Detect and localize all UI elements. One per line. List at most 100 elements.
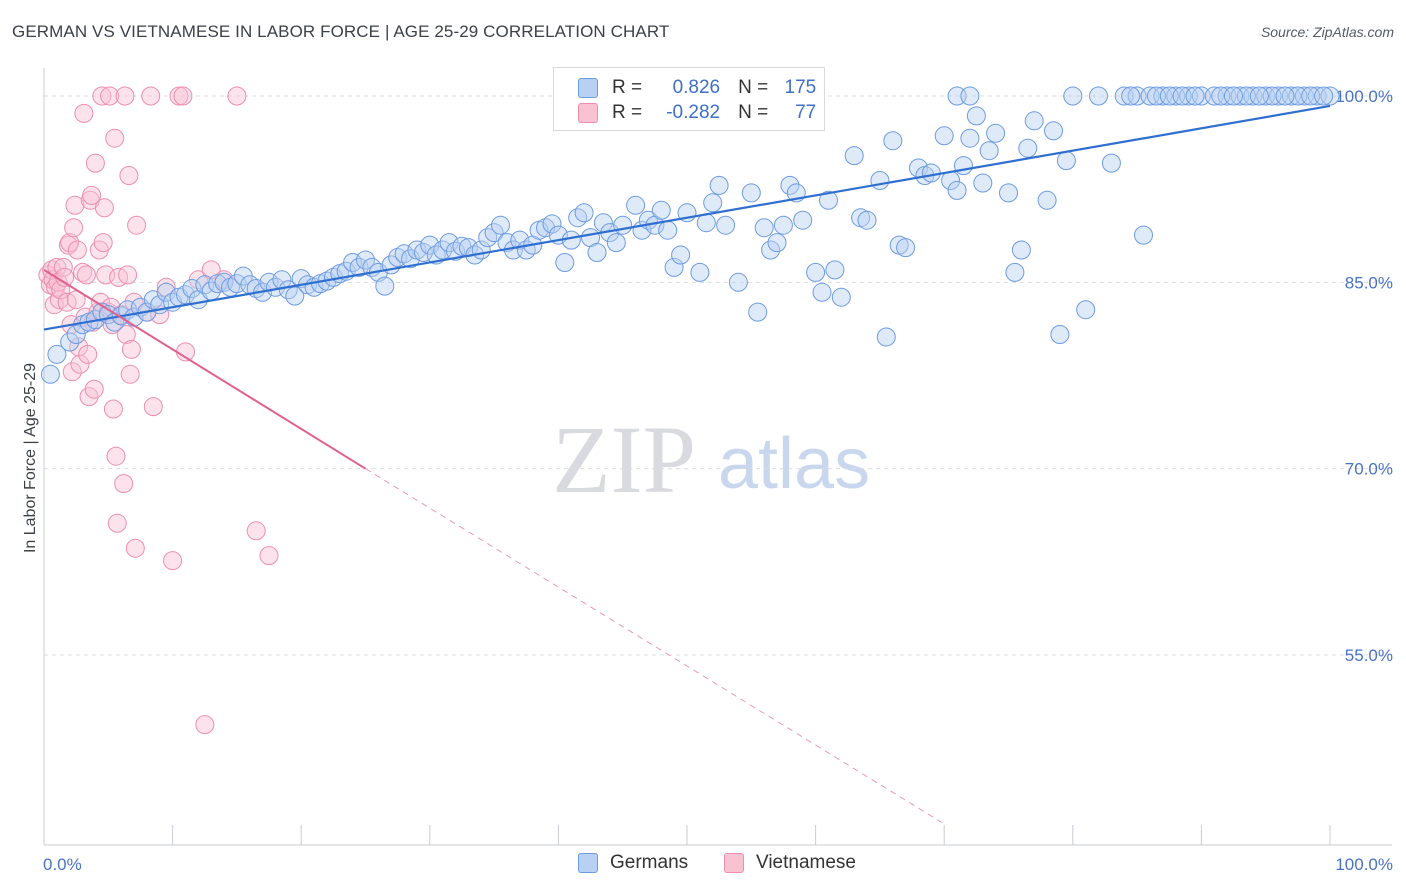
vietnamese-point — [94, 198, 114, 218]
germans-point — [356, 250, 375, 270]
germans-r-value: 0.826 — [672, 77, 721, 98]
vietnamese-point — [114, 474, 134, 494]
r-label: R = — [612, 77, 643, 98]
germans-point — [728, 272, 748, 292]
vietnamese-point — [48, 272, 68, 292]
germans-point — [812, 282, 832, 302]
germans-point — [754, 218, 774, 238]
germans-point — [1121, 86, 1141, 106]
germans-point — [1217, 86, 1237, 106]
germans-legend-label: Germans — [610, 852, 689, 873]
germans-point — [1018, 138, 1038, 158]
germans-point — [1044, 121, 1063, 141]
vietnamese-point — [115, 86, 135, 106]
germans-point — [182, 279, 202, 298]
n-label: N = — [738, 77, 769, 98]
tick-labels: 55.0% 70.0% 85.0% 100.0% 0.0% 100.0% — [43, 87, 1393, 874]
germans-point — [999, 183, 1018, 203]
germans-point — [1301, 86, 1321, 106]
stats-legend: R = 0.826 N = 175 R = -0.282 N = 77 — [553, 67, 825, 131]
source-label: Source: ZipAtlas.com — [1260, 24, 1394, 40]
germans-point — [420, 235, 440, 255]
germans-point — [979, 141, 999, 161]
vietnamese-point — [119, 166, 139, 185]
germans-point — [819, 190, 838, 210]
germans-point — [60, 332, 80, 352]
germans-point — [671, 245, 691, 265]
germans-point — [966, 106, 986, 126]
germans-point — [1089, 86, 1108, 106]
germans-point — [1153, 86, 1173, 106]
r-label: R = — [612, 102, 643, 123]
germans-point — [709, 175, 729, 195]
germans-point — [1114, 86, 1134, 106]
axes — [43, 68, 1392, 846]
vietnamese-point — [105, 128, 125, 148]
vietnamese-point — [67, 240, 87, 260]
germans-point — [1320, 86, 1340, 106]
vietnamese-point — [93, 233, 113, 253]
vietnamese-point — [62, 362, 82, 382]
germans-point — [491, 215, 510, 235]
germans-point — [446, 241, 465, 261]
vietnamese-n-value: 77 — [795, 102, 817, 123]
germans-point — [542, 214, 562, 234]
germans-point — [825, 260, 845, 280]
germans-point — [1281, 86, 1301, 106]
germans-point — [1224, 86, 1243, 106]
germans-point — [375, 276, 395, 296]
vietnamese-point — [227, 86, 247, 106]
germans-point — [561, 230, 581, 250]
watermark: ZIP atlas — [552, 406, 870, 513]
germans-point — [1275, 86, 1295, 106]
legend-row-vietnamese: R = -0.282 N = 77 — [578, 101, 816, 125]
germans-point — [568, 208, 588, 228]
germans-point — [47, 344, 67, 364]
germans-point — [606, 233, 626, 253]
germans-point — [1076, 300, 1096, 320]
germans-point — [876, 327, 896, 347]
vietnamese-point — [49, 290, 69, 310]
germans-point — [741, 183, 761, 203]
germans-point — [767, 233, 787, 253]
germans-point — [716, 215, 736, 235]
germans-point — [1243, 86, 1263, 106]
germans-point — [1236, 86, 1256, 106]
germans-point — [587, 243, 607, 262]
germans-point — [703, 193, 723, 213]
vietnamese-trendline-extension — [365, 468, 945, 825]
vietnamese-point — [120, 364, 140, 384]
vietnamese-point — [259, 546, 279, 566]
germans-point — [1063, 86, 1083, 106]
vietnamese-point — [125, 538, 145, 558]
germans-point — [870, 171, 890, 190]
vietnamese-point — [78, 344, 98, 364]
vietnamese-point — [121, 339, 141, 359]
germans-point — [947, 180, 967, 200]
germans-point — [921, 163, 941, 183]
germans-point — [960, 86, 980, 106]
germans-point — [960, 128, 980, 148]
vietnamese-point — [65, 195, 85, 215]
germans-point — [626, 195, 646, 215]
germans-point — [748, 302, 768, 322]
germans-point — [484, 223, 504, 243]
vietnamese-legend-swatch — [724, 853, 744, 873]
germans-point — [574, 203, 594, 223]
vietnamese-point — [195, 715, 215, 735]
germans-point — [857, 210, 877, 230]
y-tick-label: 85.0% — [1345, 273, 1393, 292]
chart-title: GERMAN VS VIETNAMESE IN LABOR FORCE | AG… — [12, 22, 670, 41]
germans-point — [1011, 240, 1031, 260]
germans-point — [208, 274, 228, 294]
germans-legend-swatch — [578, 853, 598, 873]
vietnamese-point — [143, 397, 163, 417]
germans-point — [1191, 86, 1211, 106]
germans-point — [780, 175, 800, 195]
germans-point — [40, 364, 60, 384]
vietnamese-point — [141, 86, 161, 106]
germans-point — [1314, 86, 1334, 106]
legend-row-germans: R = 0.826 N = 175 — [578, 76, 816, 100]
germans-point — [1101, 153, 1121, 173]
